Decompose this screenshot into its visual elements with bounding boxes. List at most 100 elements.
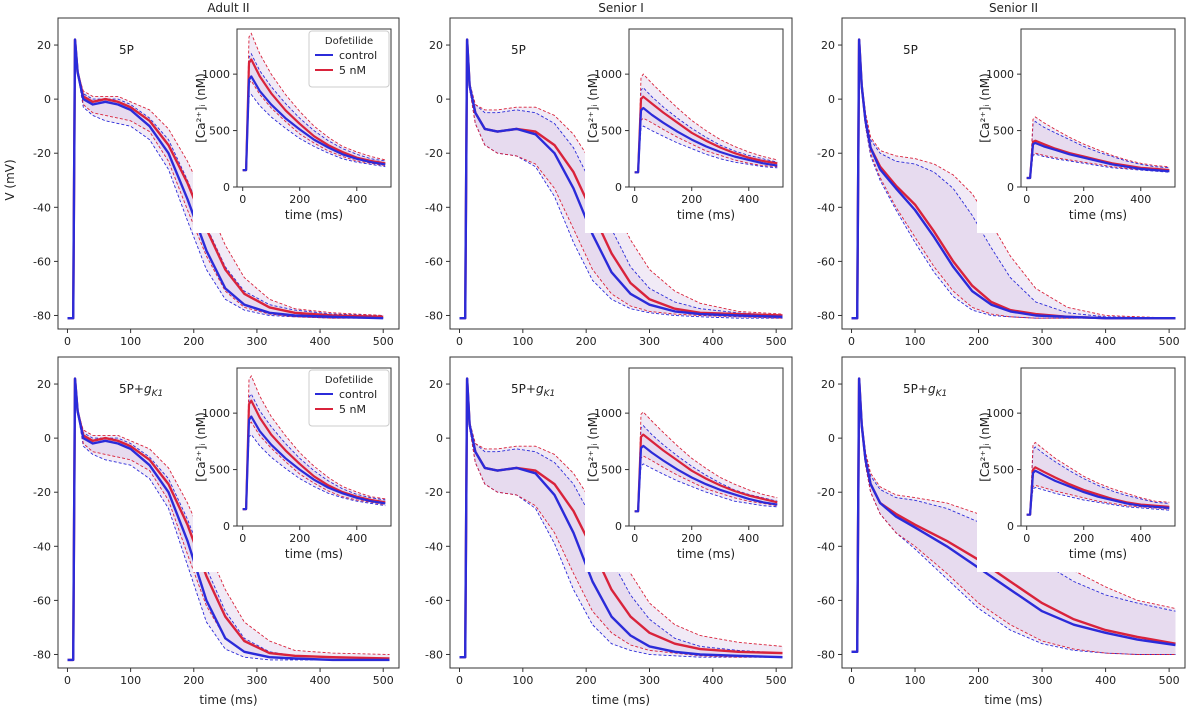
inset-line-control <box>1026 141 1170 180</box>
inset-line-5nM <box>634 95 778 174</box>
main-ytick-label: -40 <box>817 201 835 214</box>
main-lower-5nM <box>459 378 783 658</box>
main-xtick-label: 100 <box>120 335 141 348</box>
main-band-control <box>459 39 783 319</box>
inset-x-label: time (ms) <box>1069 208 1127 222</box>
inset-xtick-label: 0 <box>631 193 638 206</box>
inset-plot-area <box>242 32 386 172</box>
main-ytick-label: -60 <box>817 594 835 607</box>
inset-xtick-label: 200 <box>1073 193 1094 206</box>
inset-line-control <box>1026 469 1170 516</box>
main-ytick-label: -40 <box>817 540 835 553</box>
main-ytick-label: 20 <box>821 39 835 52</box>
inset-ytick-label: 1000 <box>986 68 1014 81</box>
main-xtick-label: 0 <box>456 335 463 348</box>
panel-label: 5P <box>119 43 134 57</box>
main-ytick-label: 0 <box>44 93 51 106</box>
main-frame <box>841 17 1186 330</box>
main-plot-area <box>459 38 783 320</box>
inset-plot-area <box>242 374 386 511</box>
main-xtick-label: 200 <box>183 674 204 687</box>
column-title: Senior II <box>989 1 1038 15</box>
main-line-control <box>67 38 384 320</box>
inset-band-5nM <box>242 375 386 510</box>
inset-xtick-label: 200 <box>289 532 310 545</box>
main-ytick-label: 20 <box>429 378 443 391</box>
inset-ytick-label: 1000 <box>594 68 622 81</box>
main-xtick-label: 100 <box>512 335 533 348</box>
main-ytick-label: 0 <box>436 93 443 106</box>
inset-lower-5nM <box>1026 152 1170 179</box>
main-frame <box>449 17 793 330</box>
inset-ytick-label: 1000 <box>202 407 230 420</box>
legend-title: Dofetilide <box>325 36 373 47</box>
main-ytick-label: -60 <box>33 255 51 268</box>
legend-entry: control <box>339 388 377 401</box>
inset-calcium: 0 200 400 0 500 1000 time (ms) [Ca²⁺]ᵢ (nM) <box>585 25 789 233</box>
panel-label: 5P+gK1 <box>903 382 947 399</box>
inset-frame <box>628 367 784 527</box>
main-ytick-label: -40 <box>425 201 443 214</box>
inset-y-label: [Ca²⁺]ᵢ (nM) <box>586 73 600 143</box>
main-ytick-label: -80 <box>33 648 51 661</box>
inset-band-5nM <box>1026 117 1170 178</box>
main-ytick-label: -80 <box>425 309 443 322</box>
main-plot-area <box>459 377 783 659</box>
inset-calcium: 0 200 400 0 500 1000 time (ms) [Ca²⁺]ᵢ (nM) <box>977 364 1181 572</box>
inset-calcium: 0 200 400 0 500 1000 time (ms) [Ca²⁺]ᵢ (nM) <box>977 25 1181 233</box>
inset-x-label: time (ms) <box>285 547 343 561</box>
main-band-5nM <box>67 378 390 660</box>
inset-plot-area <box>1026 116 1170 180</box>
inset-ytick-label: 500 <box>993 125 1014 138</box>
inset-line-5nM <box>634 433 778 513</box>
main-ytick-label: -40 <box>33 201 51 214</box>
main-ytick-label: -20 <box>817 147 835 160</box>
main-line-control <box>851 377 1176 653</box>
inset-upper-5nM <box>634 73 778 173</box>
main-ytick-label: -40 <box>33 540 51 553</box>
inset-lower-5nM <box>1026 484 1170 516</box>
legend-entry: 5 nM <box>339 64 366 77</box>
main-xtick-label: 300 <box>1032 674 1053 687</box>
main-line-control <box>459 38 783 320</box>
inset-line-control <box>634 106 778 174</box>
main-xtick-label: 500 <box>373 335 394 348</box>
inset-calcium: 0 200 400 0 500 1000 time (ms) [Ca²⁺]ᵢ (nM) <box>585 364 789 572</box>
legend-entry: control <box>339 49 377 62</box>
inset-ytick-label: 500 <box>209 125 230 138</box>
main-xtick-label: 400 <box>702 335 723 348</box>
y-axis-label: V (mV) <box>3 159 17 200</box>
main-xtick-label: 300 <box>246 674 267 687</box>
inset-y-label: [Ca²⁺]ᵢ (nM) <box>194 73 208 143</box>
main-ytick-label: -80 <box>817 648 835 661</box>
inset-calcium: 0 200 400 0 500 1000 time (ms) [Ca²⁺]ᵢ (nM) Dofe… <box>193 364 397 572</box>
x-axis-label: time (ms) <box>984 693 1042 707</box>
panel-label-sub: K1 <box>152 389 164 399</box>
main-xtick-label: 200 <box>576 335 597 348</box>
legend: Dofetilide control 5 nM <box>308 369 390 427</box>
panel-label-base: 5P+ <box>119 382 144 396</box>
x-axis-label: time (ms) <box>592 693 650 707</box>
inset-upper-5nM <box>242 32 386 171</box>
main-xtick-label: 400 <box>1095 674 1116 687</box>
inset-upper-control <box>634 424 778 512</box>
inset-ytick-label: 0 <box>615 520 622 533</box>
panel-label: 5P+gK1 <box>119 382 163 399</box>
inset-xtick-label: 0 <box>239 193 246 206</box>
inset-ytick-label: 0 <box>615 181 622 194</box>
main-ytick-label: -60 <box>817 255 835 268</box>
main-ytick-label: -60 <box>425 594 443 607</box>
main-ytick-label: -20 <box>33 147 51 160</box>
panel-label-g: g <box>144 382 152 396</box>
inset-upper-5nM <box>1026 116 1170 179</box>
main-ytick-label: 0 <box>828 93 835 106</box>
inset-lower-control <box>1026 487 1170 516</box>
main-ytick-label: -80 <box>817 309 835 322</box>
inset-upper-5nM <box>634 411 778 512</box>
inset-ytick-label: 500 <box>993 464 1014 477</box>
main-xtick-label: 300 <box>1032 335 1053 348</box>
main-xtick-label: 400 <box>310 335 331 348</box>
